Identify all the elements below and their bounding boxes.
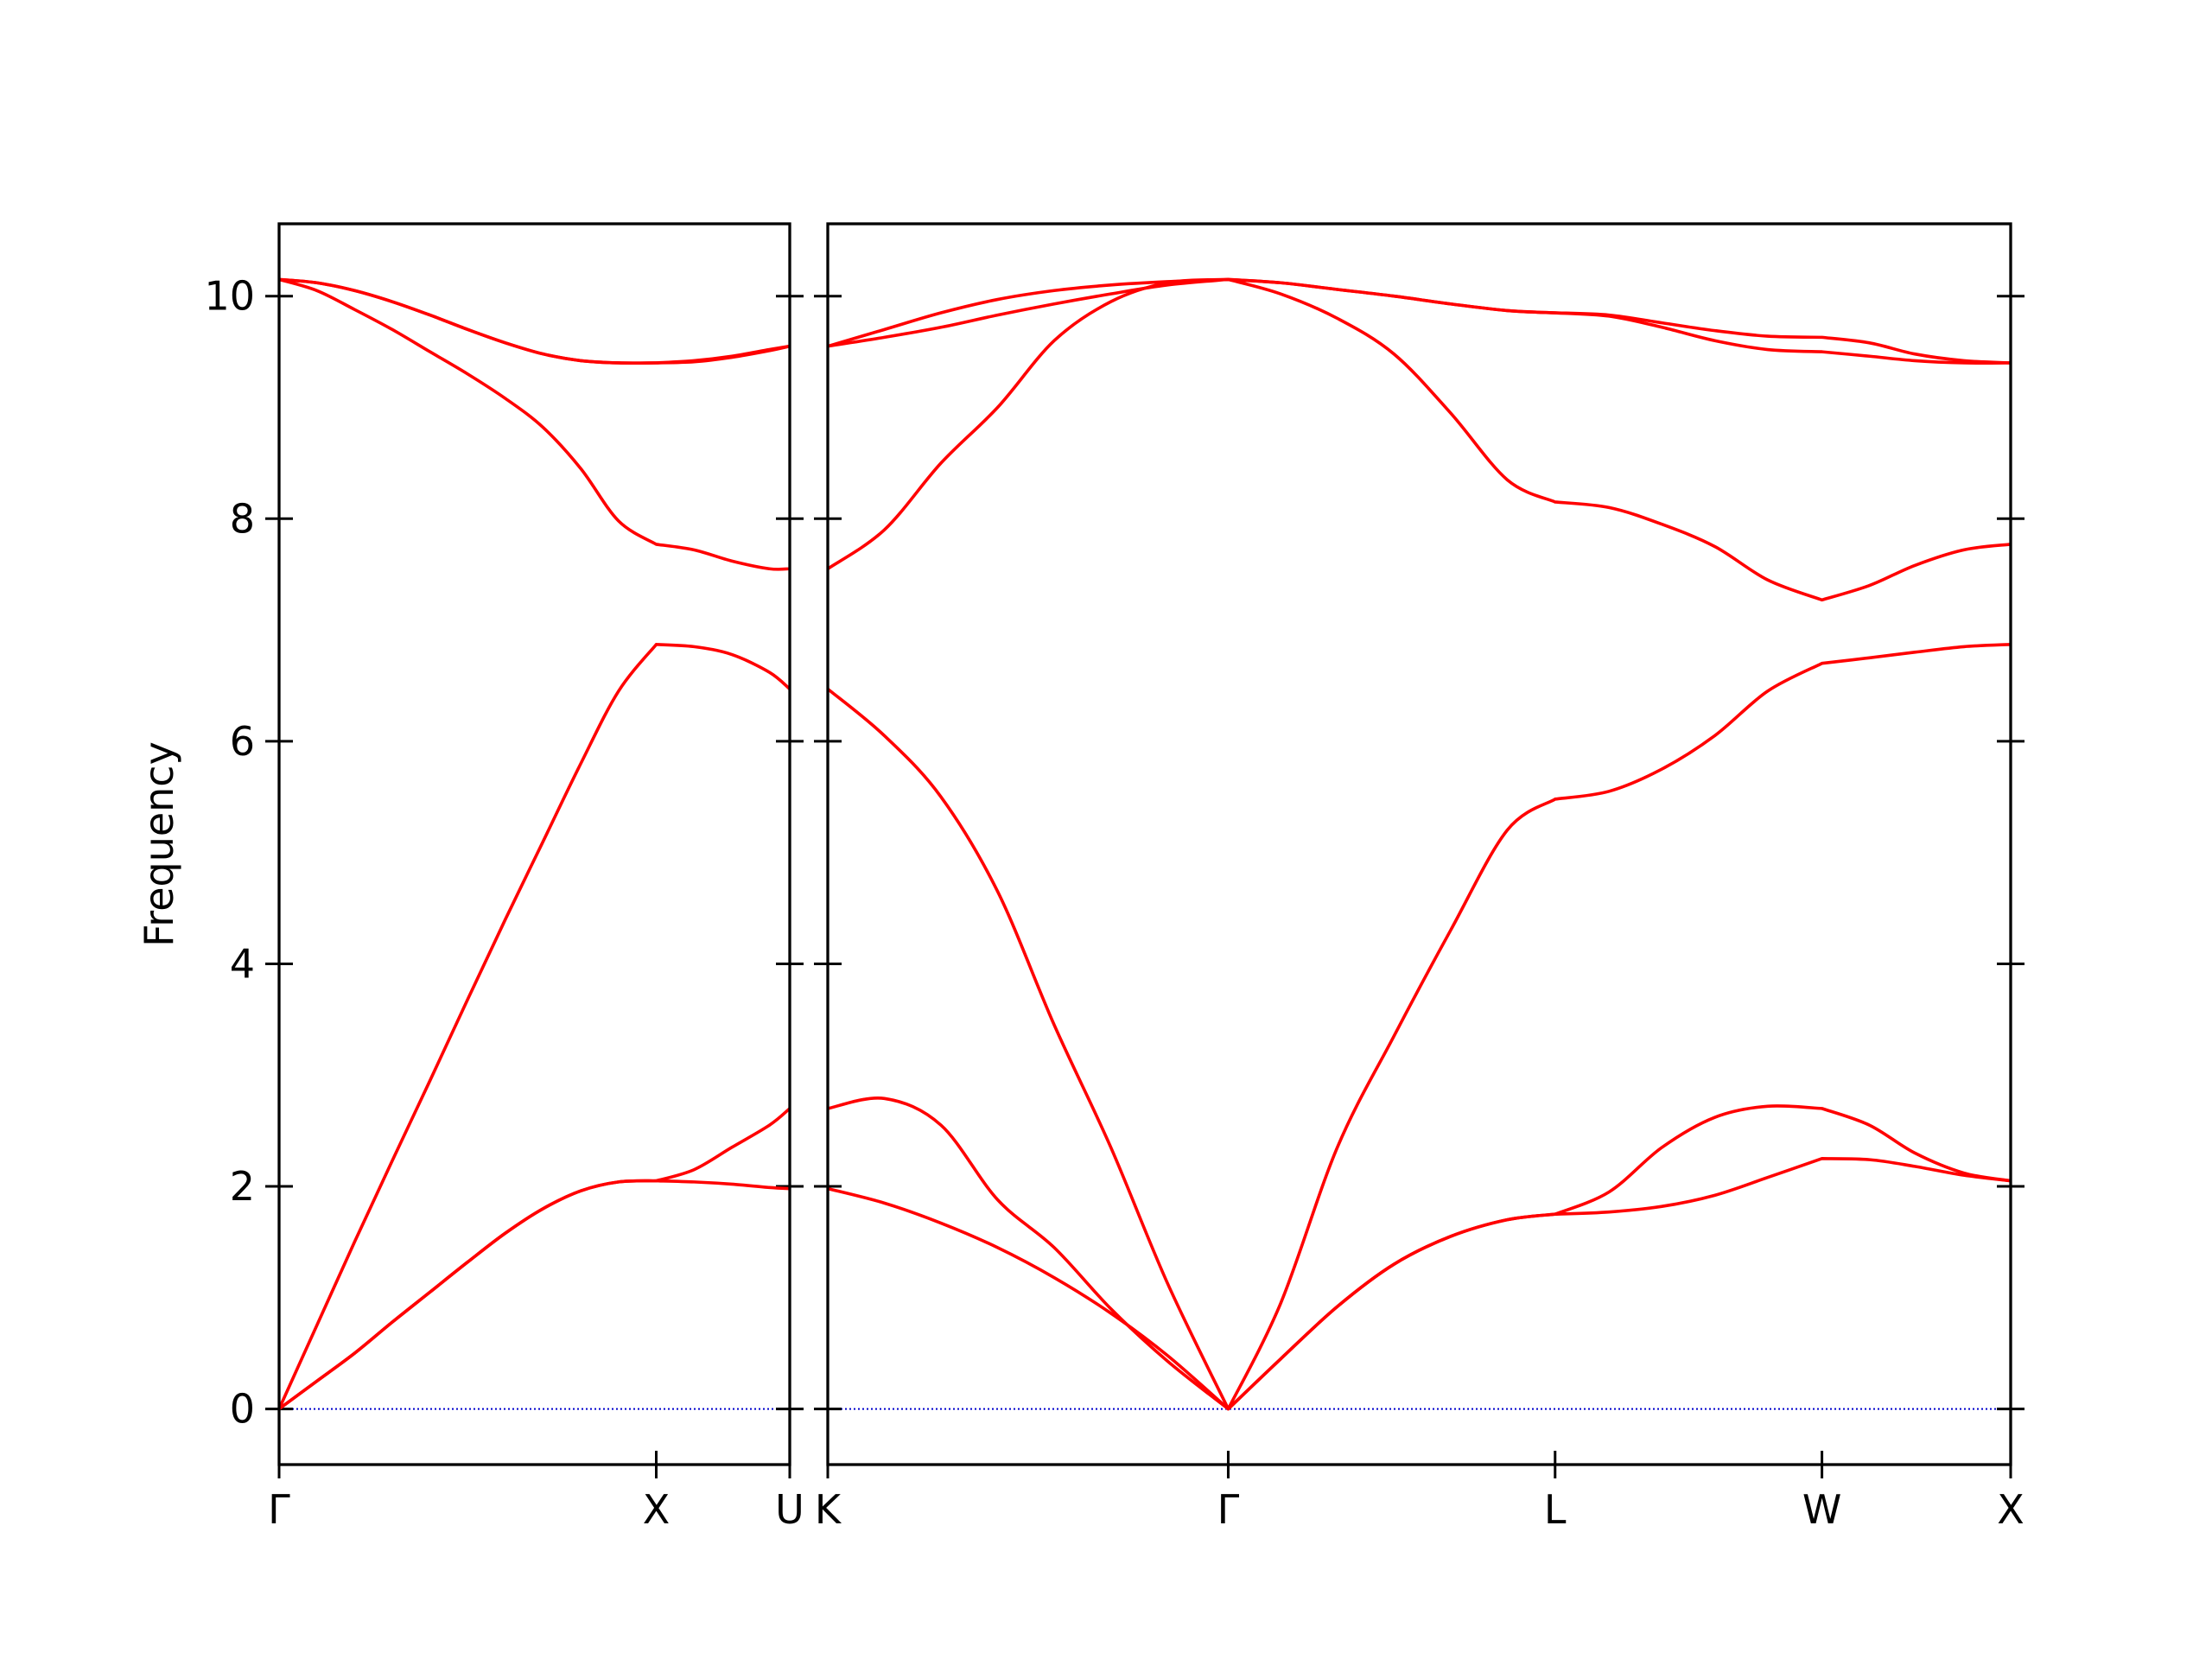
- band-line: [827, 1157, 2012, 1411]
- band-line: [827, 277, 2012, 365]
- y-tick-label: 10: [204, 273, 255, 320]
- y-tick-label: 6: [230, 718, 255, 765]
- x-tick-label: K: [815, 1486, 842, 1533]
- band-line: [277, 1107, 791, 1411]
- band-line: [278, 277, 791, 365]
- x-tick-label: X: [643, 1486, 671, 1533]
- x-tick-label: Γ: [268, 1486, 290, 1533]
- x-tick-label: W: [1802, 1486, 1841, 1533]
- x-tick-label: L: [1544, 1486, 1567, 1533]
- band-line: [826, 277, 2012, 602]
- y-tick-label: 2: [230, 1163, 255, 1210]
- x-tick-label: Γ: [1217, 1486, 1240, 1533]
- band-line: [827, 1096, 2012, 1411]
- x-tick-label: U: [775, 1486, 804, 1533]
- y-axis-label: Frequency: [136, 741, 182, 947]
- plot-frame: [826, 222, 2012, 1466]
- band-line: [278, 277, 791, 571]
- plot-frame: [277, 222, 791, 1466]
- y-tick-label: 0: [230, 1386, 255, 1433]
- band-line: [277, 643, 791, 1410]
- band-line: [827, 277, 2012, 365]
- y-tick-label: 8: [230, 495, 255, 542]
- x-tick-label: X: [1997, 1486, 2024, 1533]
- band-line: [826, 643, 2012, 1411]
- y-tick-label: 4: [230, 940, 255, 987]
